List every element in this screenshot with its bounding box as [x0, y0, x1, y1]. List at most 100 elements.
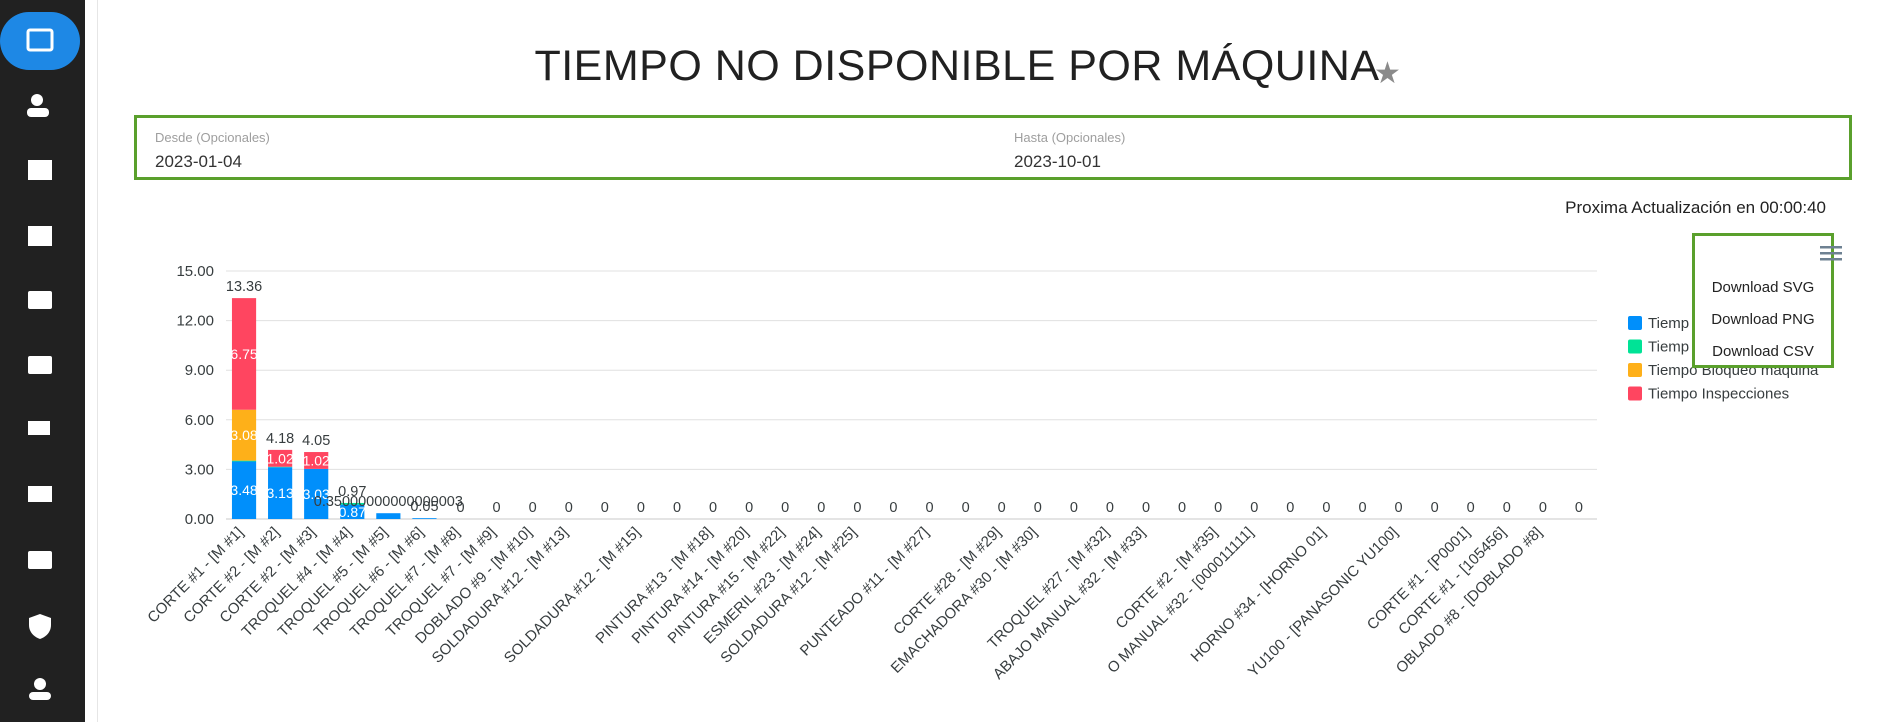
total-label: 0.05 — [410, 499, 438, 515]
nav-icon[interactable] — [29, 614, 51, 639]
bar-segment — [231, 461, 257, 519]
refresh-status: Proxima Actualización en 00:00:40 — [1565, 198, 1826, 217]
nav-icon[interactable] — [34, 678, 46, 690]
bar-segment — [304, 468, 329, 519]
total-label: 0 — [1539, 500, 1547, 516]
total-label: 0 — [1503, 500, 1511, 516]
total-label: 13.36 — [226, 279, 262, 295]
nav-icon[interactable] — [28, 356, 52, 374]
segment-label: 3.08 — [230, 427, 257, 443]
total-label: 0 — [1322, 500, 1330, 516]
nav-icon[interactable] — [28, 421, 50, 435]
divider — [97, 0, 98, 722]
nav-icon[interactable] — [31, 94, 43, 106]
total-label: 0.35000000000000003 — [314, 494, 463, 510]
total-label: 0 — [493, 500, 501, 516]
total-label: 0 — [1070, 500, 1078, 516]
bar-segment — [340, 504, 365, 519]
nav-icon[interactable] — [26, 28, 54, 52]
total-label: 0 — [781, 500, 789, 516]
nav-icon[interactable] — [28, 291, 52, 309]
total-label: 0 — [1431, 500, 1439, 516]
sidebar-icons — [0, 12, 80, 700]
total-label: 0 — [1395, 500, 1403, 516]
total-label: 0 — [709, 500, 717, 516]
bar-segment — [340, 502, 365, 505]
nav-icon[interactable] — [28, 486, 52, 502]
total-label: 4.18 — [266, 431, 294, 447]
y-tick-label: 9.00 — [185, 362, 214, 379]
total-label: 0 — [1358, 500, 1366, 516]
total-label: 0 — [926, 500, 934, 516]
segment-label: 1.02 — [303, 452, 330, 468]
y-tick-label: 12.00 — [176, 313, 214, 330]
total-label: 0 — [1034, 500, 1042, 516]
total-label: 0 — [853, 500, 861, 516]
total-label: 0 — [1467, 500, 1475, 516]
legend-label: Tiemp — [1648, 315, 1689, 332]
segment-label: 1.02 — [266, 450, 293, 466]
from-input[interactable]: 2023-01-04 — [155, 152, 242, 171]
total-label: 0 — [673, 500, 681, 516]
page-title: TIEMPO NO DISPONIBLE POR MÁQUINA — [534, 42, 1380, 90]
legend-label: Tiempo Inspecciones — [1648, 386, 1789, 403]
nav-icon[interactable] — [28, 226, 52, 246]
to-input[interactable]: 2023-10-01 — [1014, 152, 1101, 171]
segment-label: 6.75 — [230, 346, 257, 362]
total-label: 0 — [1250, 500, 1258, 516]
sidebar — [0, 0, 85, 722]
total-label: 4.05 — [302, 433, 330, 449]
total-label: 0 — [601, 500, 609, 516]
total-label: 0 — [637, 500, 645, 516]
menu-icon[interactable] — [1820, 244, 1844, 262]
x-tick-label: YU100 - [PANASONIC YU100] — [1245, 524, 1402, 681]
bar-segment — [231, 460, 257, 462]
bar-segment — [231, 409, 257, 461]
menu-item[interactable]: Download SVG — [1711, 279, 1815, 296]
total-label: 0 — [1286, 500, 1294, 516]
y-tick-label: 0.00 — [185, 511, 214, 528]
total-label: 0 — [889, 500, 897, 516]
y-tick-label: 15.00 — [176, 263, 214, 280]
total-label: 0 — [1214, 500, 1222, 516]
legend-swatch — [1628, 339, 1642, 354]
export-menu: Download SVG Download PNG Download CSV — [1692, 233, 1842, 368]
bar-segment — [268, 467, 293, 519]
nav-icon[interactable] — [29, 692, 51, 700]
y-tick-label: 6.00 — [185, 412, 214, 429]
total-label: 0 — [962, 500, 970, 516]
total-label: 0 — [1178, 500, 1186, 516]
legend-swatch — [1628, 386, 1642, 401]
total-label: 0 — [565, 500, 573, 516]
bar-segment — [231, 298, 257, 410]
bar-segment — [412, 518, 437, 519]
segment-label: 3.03 — [303, 486, 330, 502]
nav-icon[interactable] — [28, 160, 52, 180]
nav-icon[interactable] — [27, 108, 49, 117]
total-label: 0 — [817, 500, 825, 516]
segment-label: 3.48 — [230, 482, 257, 498]
y-tick-label: 3.00 — [185, 461, 214, 478]
bar-segment — [304, 452, 329, 469]
x-tick-label: OBLADO #8 - [DOBLADO #8] — [1393, 524, 1546, 677]
total-label: 0 — [1106, 500, 1114, 516]
total-label: 0 — [745, 500, 753, 516]
segment-label: 3.13 — [266, 485, 293, 501]
segment-label: 0.87 — [339, 504, 366, 520]
menu-item[interactable]: Download PNG — [1711, 311, 1815, 328]
favorite-star[interactable]: ★ — [1374, 57, 1401, 90]
nav-icon[interactable] — [28, 551, 52, 569]
total-label: 0 — [1142, 500, 1150, 516]
to-label: Hasta (Opcionales) — [1014, 130, 1126, 145]
legend-swatch — [1628, 316, 1642, 330]
menu-item[interactable]: Download CSV — [1712, 343, 1814, 360]
bar-segment — [268, 449, 293, 467]
total-label: 0 — [529, 500, 537, 516]
bar-segment — [376, 513, 401, 519]
total-label: 0 — [998, 500, 1006, 516]
nav-active[interactable] — [0, 12, 80, 70]
from-label: Desde (Opcionales) — [155, 130, 270, 145]
total-label: 0 — [456, 500, 464, 516]
